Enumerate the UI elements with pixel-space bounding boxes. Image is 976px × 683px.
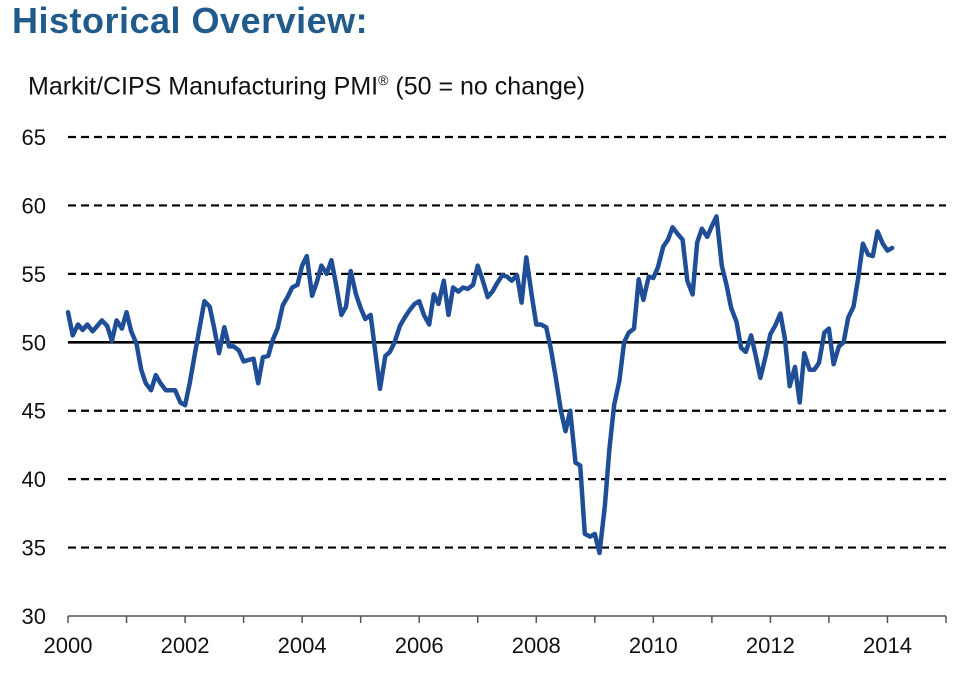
x-tick-label-2004: 2004 bbox=[278, 633, 327, 658]
y-tick-label-40: 40 bbox=[22, 467, 46, 492]
y-tick-label-45: 45 bbox=[22, 399, 46, 424]
gridlines bbox=[68, 135, 946, 549]
chart-title-text: Markit/CIPS Manufacturing PMI bbox=[28, 72, 379, 101]
chart-axes bbox=[67, 615, 947, 623]
series-line-0 bbox=[65, 214, 895, 556]
registered-mark: ® bbox=[378, 72, 389, 88]
chart-title-suffix: (50 = no change) bbox=[395, 72, 586, 101]
y-tick-label-30: 30 bbox=[22, 604, 46, 629]
y-tick-label-50: 50 bbox=[22, 330, 46, 355]
y-tick-label-35: 35 bbox=[22, 536, 46, 561]
x-tick-label-2000: 2000 bbox=[44, 633, 93, 658]
data-series bbox=[65, 214, 895, 556]
y-tick-label-60: 60 bbox=[22, 193, 46, 218]
y-tick-label-55: 55 bbox=[22, 262, 46, 287]
tick-labels: 30 35 40 45 50 55 60 65 2000 2002 2004 2006 2008 2010… bbox=[22, 125, 912, 658]
x-tick-label-2012: 2012 bbox=[746, 633, 795, 658]
page-title: Historical Overview: bbox=[12, 0, 369, 41]
y-tick-label-65: 65 bbox=[22, 125, 46, 150]
x-tick-label-2014: 2014 bbox=[863, 633, 912, 658]
x-tick-label-2006: 2006 bbox=[395, 633, 444, 658]
x-tick-label-2002: 2002 bbox=[161, 633, 210, 658]
chart-title: Markit/CIPS Manufacturing PMI® (50 = no … bbox=[28, 72, 585, 101]
x-tick-label-2008: 2008 bbox=[512, 633, 561, 658]
x-tick-label-2010: 2010 bbox=[629, 633, 678, 658]
